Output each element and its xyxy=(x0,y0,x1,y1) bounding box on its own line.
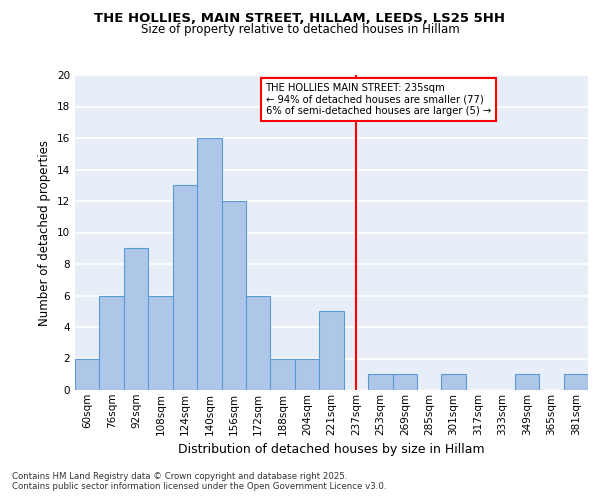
Text: Contains public sector information licensed under the Open Government Licence v3: Contains public sector information licen… xyxy=(12,482,386,491)
Bar xyxy=(368,374,392,390)
X-axis label: Distribution of detached houses by size in Hillam: Distribution of detached houses by size … xyxy=(178,443,485,456)
Bar xyxy=(319,311,344,390)
Text: THE HOLLIES, MAIN STREET, HILLAM, LEEDS, LS25 5HH: THE HOLLIES, MAIN STREET, HILLAM, LEEDS,… xyxy=(95,12,505,26)
Bar xyxy=(515,374,539,390)
Bar xyxy=(148,296,173,390)
Bar xyxy=(271,358,295,390)
Bar xyxy=(392,374,417,390)
Bar xyxy=(563,374,588,390)
Text: Size of property relative to detached houses in Hillam: Size of property relative to detached ho… xyxy=(140,22,460,36)
Bar xyxy=(100,296,124,390)
Bar xyxy=(295,358,319,390)
Bar xyxy=(246,296,271,390)
Bar xyxy=(197,138,221,390)
Bar xyxy=(124,248,148,390)
Bar xyxy=(75,358,100,390)
Text: Contains HM Land Registry data © Crown copyright and database right 2025.: Contains HM Land Registry data © Crown c… xyxy=(12,472,347,481)
Bar xyxy=(173,185,197,390)
Text: THE HOLLIES MAIN STREET: 235sqm
← 94% of detached houses are smaller (77)
6% of : THE HOLLIES MAIN STREET: 235sqm ← 94% of… xyxy=(266,83,491,116)
Bar xyxy=(221,201,246,390)
Bar xyxy=(442,374,466,390)
Y-axis label: Number of detached properties: Number of detached properties xyxy=(38,140,52,326)
